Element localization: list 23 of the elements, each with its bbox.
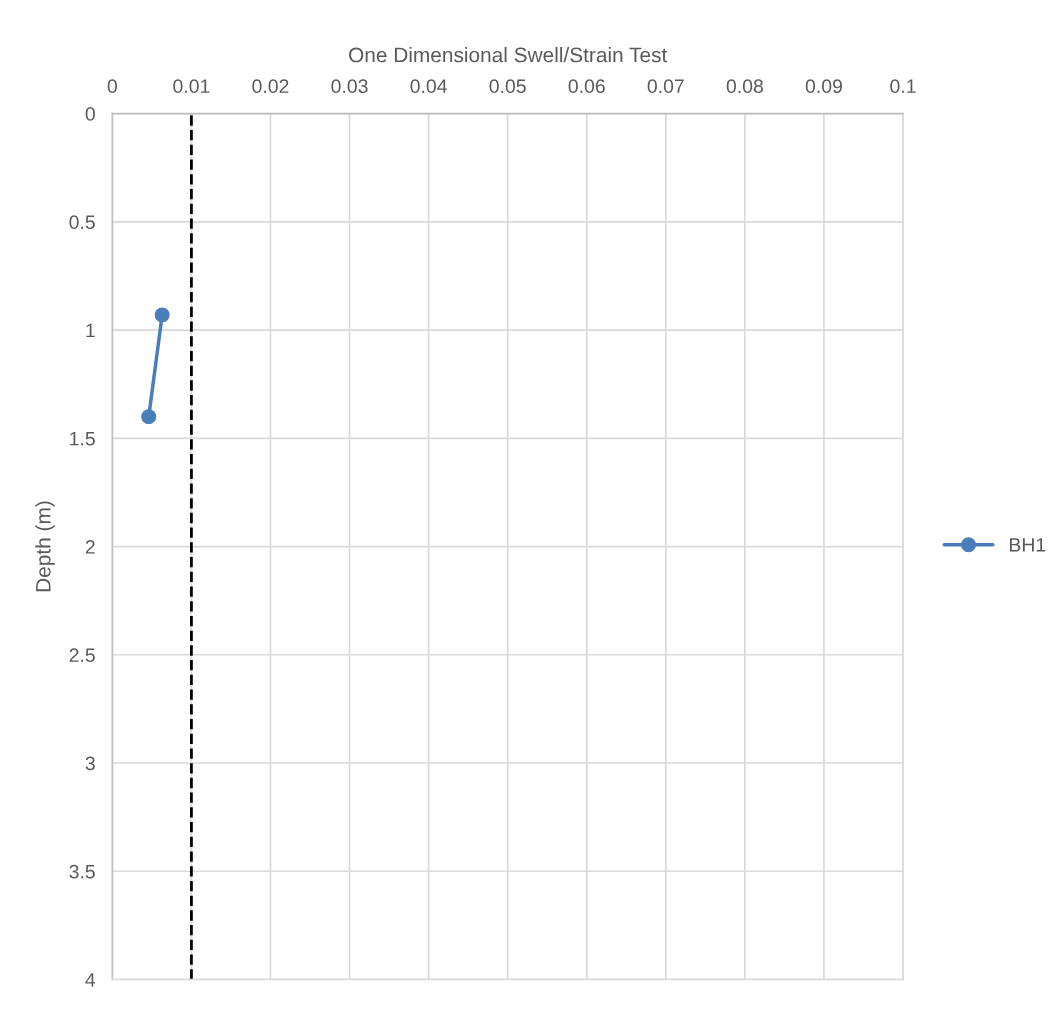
x-tick-label: 0.02 (252, 79, 289, 94)
x-tick-label: 0.05 (489, 79, 526, 94)
y-tick-label: 1 (86, 323, 95, 338)
x-tick-label: 0.08 (726, 79, 763, 94)
legend-label: BH1 (1009, 538, 1046, 552)
y-tick-label: 4 (85, 973, 96, 987)
y-tick-label: 0 (85, 107, 95, 121)
x-tick-label: 0.06 (568, 79, 605, 94)
y-tick-label: 0.5 (69, 215, 95, 230)
y-axis-title: Depth (m) (35, 501, 55, 592)
x-tick-label: 0.07 (647, 79, 684, 94)
x-tick-label: 0.01 (173, 79, 210, 94)
x-tick-label: 0 (107, 79, 117, 94)
x-tick-label: 0.03 (331, 79, 368, 94)
x-axis-title: One Dimensional Swell/Strain Test (349, 47, 668, 63)
y-tick-label: 2.5 (69, 648, 95, 663)
y-tick-label: 3 (85, 756, 95, 771)
x-tick-label: 0.04 (410, 79, 447, 94)
y-tick-label: 1.5 (70, 431, 95, 446)
y-tick-label: 3.5 (69, 864, 95, 879)
x-tick-label: 0.09 (805, 79, 842, 94)
y-tick-label: 2 (85, 540, 95, 554)
x-tick-label: 0.1 (890, 79, 916, 94)
